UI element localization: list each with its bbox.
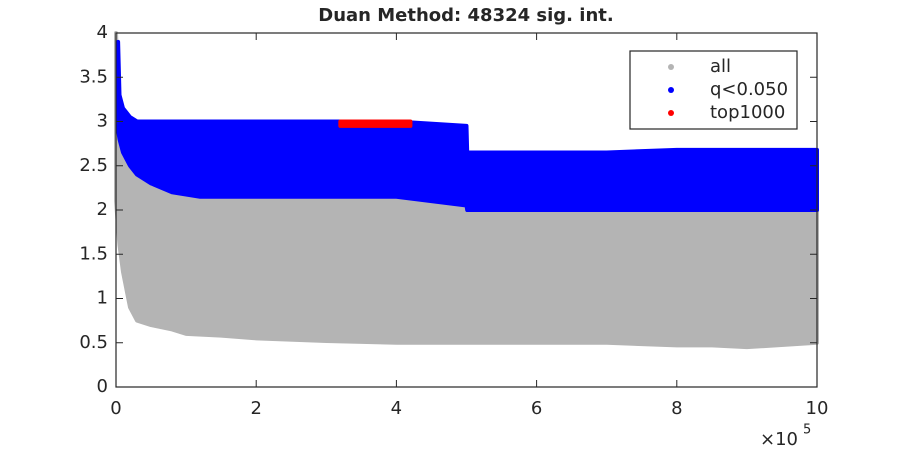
legend-box (629, 50, 798, 130)
legend-marker (668, 110, 674, 116)
x-multiplier: ×10 (760, 429, 798, 450)
y-tick-label: 3.5 (79, 66, 108, 87)
x-tick-label: 6 (531, 398, 542, 419)
y-tick-label: 4 (97, 22, 108, 43)
x-multiplier-exponent: 5 (803, 423, 811, 438)
chart-title: Duan Method: 48324 sig. int. (318, 5, 613, 26)
x-tick-label: 10 (806, 398, 829, 419)
x-tick-label: 4 (391, 398, 402, 419)
legend-marker (668, 64, 674, 70)
legend-label: top1000 (710, 102, 785, 123)
y-tick-label: 0 (97, 376, 108, 397)
y-tick-label: 1.5 (79, 243, 108, 264)
point-cloud (338, 119, 413, 128)
legend-label: q<0.050 (710, 79, 788, 100)
x-tick-label: 0 (110, 398, 121, 419)
y-tick-label: 2 (97, 199, 108, 220)
y-tick-label: 2.5 (79, 155, 108, 176)
x-tick-label: 8 (671, 398, 682, 419)
x-tick-label: 2 (250, 398, 261, 419)
legend-label: all (710, 56, 731, 77)
legend-marker (668, 87, 674, 93)
y-tick-label: 3 (97, 111, 108, 132)
y-tick-label: 0.5 (79, 332, 108, 353)
y-tick-label: 1 (97, 288, 108, 309)
